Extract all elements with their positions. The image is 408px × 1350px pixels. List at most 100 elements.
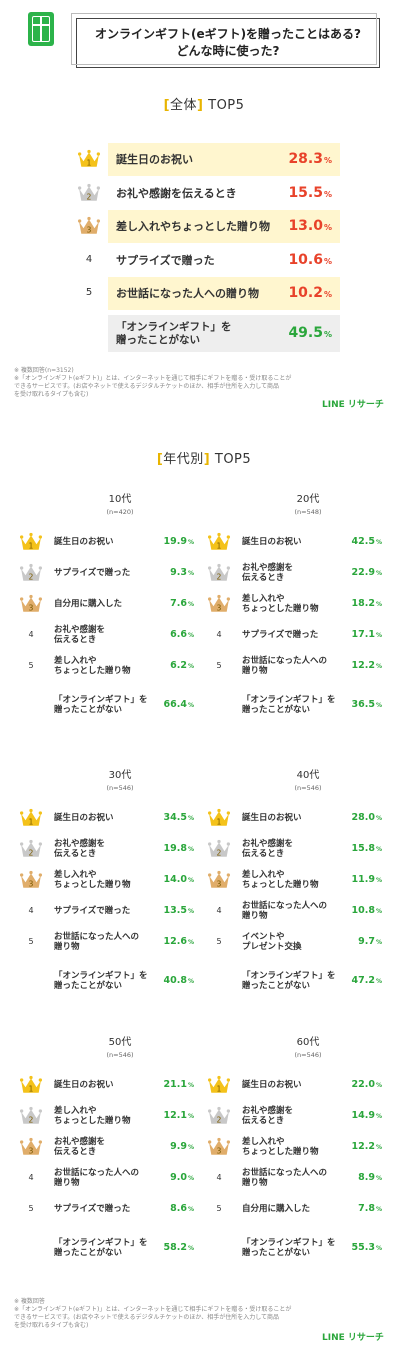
header: オンラインギフト(eギフト)を贈ったことはある? どんな時に使った? — [28, 12, 380, 70]
age-row-label: お世話になった人への 贈り物 — [242, 901, 328, 921]
age-row: 4 お世話になった人への 贈り物 9.0% — [20, 1164, 200, 1192]
age-row: 5 サプライズで贈った 8.6% — [20, 1195, 200, 1223]
age-row-value: 12.6% — [163, 936, 194, 947]
svg-text:1: 1 — [29, 1085, 34, 1094]
bronze-crown-icon: 3 — [208, 594, 230, 614]
age-row-value: 10.8% — [351, 905, 382, 916]
age-row-value: 28.0% — [351, 812, 382, 823]
age-row-value: 7.6% — [170, 598, 194, 609]
overall-row-label: お世話になった人への贈り物 — [116, 287, 259, 300]
rank-number: 5 — [28, 1204, 34, 1213]
age-row-value: 17.1% — [351, 629, 382, 640]
title-frame: オンラインギフト(eギフト)を贈ったことはある? どんな時に使った? — [71, 13, 380, 68]
age-row-label: お世話になった人への 贈り物 — [242, 1168, 328, 1188]
page-title: オンラインギフト(eギフト)を贈ったことはある? どんな時に使った? — [77, 26, 379, 60]
age-row-value: 19.9% — [163, 536, 194, 547]
age-row-label: 自分用に購入した — [242, 1204, 311, 1214]
age-row-value: 22.0% — [351, 1079, 382, 1090]
brand-logo-bottom: LINE リサーチ — [322, 1333, 384, 1343]
bronze-crown-icon: 3 — [20, 1137, 42, 1157]
age-row-label: 差し入れや ちょっとした贈り物 — [54, 1106, 131, 1126]
footnote-bottom: ※ 複数回答 ※「オンラインギフト(eギフト)」とは、インターネットを通じて相手… — [14, 1298, 292, 1329]
age-row-label: 誕生日のお祝い — [54, 1080, 114, 1090]
age-row-value: 21.1% — [163, 1079, 194, 1090]
age-none-row: 「オンラインギフト」を 贈ったことがない 58.2% — [20, 1232, 200, 1264]
age-none-value: 55.3% — [351, 1242, 382, 1253]
age-row-value: 13.5% — [163, 905, 194, 916]
age-row-label: 差し入れや ちょっとした贈り物 — [242, 870, 319, 890]
silver-crown-icon: 2 — [78, 183, 100, 203]
bronze-crown-icon: 3 — [208, 1137, 230, 1157]
gold-crown-icon: 1 — [208, 1075, 230, 1095]
svg-text:1: 1 — [217, 1085, 222, 1094]
age-row-value: 22.9% — [351, 567, 382, 578]
overall-row-label: サプライズで贈った — [116, 253, 215, 267]
age-row-label: お礼や感謝を 伝えるとき — [242, 1106, 294, 1126]
overall-none-value: 49.5% — [288, 324, 332, 341]
age-row-value: 18.2% — [351, 598, 382, 609]
title-line-1: オンラインギフト(eギフト)を贈ったことはある? — [94, 27, 362, 41]
age-row-label: サプライズで贈った — [54, 568, 131, 578]
silver-crown-icon: 2 — [20, 1106, 42, 1126]
age-none-value: 58.2% — [163, 1242, 194, 1253]
age-row-value: 9.3% — [170, 567, 194, 578]
age-row-label: サプライズで贈った — [54, 906, 131, 916]
age-group-title: 60代 (n=546) — [294, 1037, 322, 1059]
age-row-value: 12.1% — [163, 1110, 194, 1121]
svg-text:2: 2 — [29, 849, 34, 858]
age-row: 3 お礼や感謝を 伝えるとき 9.9% — [20, 1133, 200, 1161]
svg-text:2: 2 — [217, 1116, 222, 1125]
silver-crown-icon: 2 — [208, 1106, 230, 1126]
age-row-label: 誕生日のお祝い — [54, 537, 114, 547]
age-row-label: お世話になった人への 贈り物 — [54, 1168, 140, 1188]
age-row-value: 11.9% — [351, 874, 382, 885]
overall-heading: [全体] TOP5 — [163, 98, 245, 113]
svg-text:1: 1 — [29, 818, 34, 827]
row-none-bg — [108, 314, 340, 352]
age-row: 1 誕生日のお祝い 21.1% — [20, 1071, 200, 1099]
gold-crown-icon: 1 — [20, 532, 42, 552]
brand-logo: LINE リサーチ — [322, 400, 384, 410]
svg-text:1: 1 — [217, 818, 222, 827]
age-row-label: お礼や感謝を 伝えるとき — [54, 1137, 106, 1157]
gold-crown-icon: 1 — [20, 808, 42, 828]
age-none-row: 「オンラインギフト」を 贈ったことがない 36.5% — [208, 689, 388, 721]
age-row: 2 お礼や感謝を 伝えるとき 22.9% — [208, 559, 388, 587]
rank-number: 4 — [28, 630, 34, 639]
overall-row-value: 10.6% — [288, 251, 332, 268]
age-row: 1 誕生日のお祝い 28.0% — [208, 804, 388, 832]
age-row-value: 12.2% — [351, 1141, 382, 1152]
svg-text:3: 3 — [87, 226, 92, 235]
age-none-value: 47.2% — [351, 975, 382, 986]
age-row-label: お世話になった人への 贈り物 — [54, 932, 140, 952]
age-row-value: 14.0% — [163, 874, 194, 885]
age-heading: [年代別] TOP5 — [156, 452, 252, 467]
age-none-label: 「オンラインギフト」を 贈ったことがない — [54, 1238, 148, 1258]
age-none-label: 「オンラインギフト」を 贈ったことがない — [242, 695, 336, 715]
age-ranking: 10代 (n=420) 1 誕生日のお祝い 19.9% 2 サプライズで贈った 9.3… — [20, 494, 388, 1264]
rank-number: 5 — [216, 661, 222, 670]
age-row: 4 お世話になった人への 贈り物 10.8% — [208, 897, 388, 925]
age-row: 5 イベントや プレゼント交換 9.7% — [208, 928, 388, 956]
age-row: 2 お礼や感謝を 伝えるとき 15.8% — [208, 835, 388, 863]
age-row-label: 誕生日のお祝い — [242, 813, 302, 823]
footnote-top: ※ 複数回答(n=3152) ※「オンラインギフト(eギフト)」とは、インターネ… — [14, 367, 292, 398]
age-row: 3 差し入れや ちょっとした贈り物 12.2% — [208, 1133, 388, 1161]
overall-row-value: 28.3% — [288, 151, 332, 167]
age-row: 5 お世話になった人への 贈り物 12.6% — [20, 928, 200, 956]
age-row-value: 42.5% — [351, 536, 382, 547]
rank-number: 4 — [216, 630, 222, 639]
age-row-value: 9.0% — [170, 1172, 194, 1183]
svg-text:3: 3 — [29, 880, 34, 889]
svg-text:2: 2 — [217, 573, 222, 582]
rank-number: 5 — [28, 937, 34, 946]
age-row: 4 サプライズで贈った 13.5% — [20, 897, 200, 925]
age-none-value: 40.8% — [163, 975, 194, 986]
age-row-value: 9.9% — [170, 1141, 194, 1152]
age-row-label: サプライズで贈った — [54, 1204, 131, 1214]
age-row: 5 差し入れや ちょっとした贈り物 6.2% — [20, 652, 200, 680]
overall-row-label: お礼や感謝を伝えるとき — [116, 186, 237, 200]
age-row: 4 お世話になった人への 贈り物 8.9% — [208, 1164, 388, 1192]
svg-text:3: 3 — [217, 1147, 222, 1156]
age-row: 3 差し入れや ちょっとした贈り物 11.9% — [208, 866, 388, 894]
